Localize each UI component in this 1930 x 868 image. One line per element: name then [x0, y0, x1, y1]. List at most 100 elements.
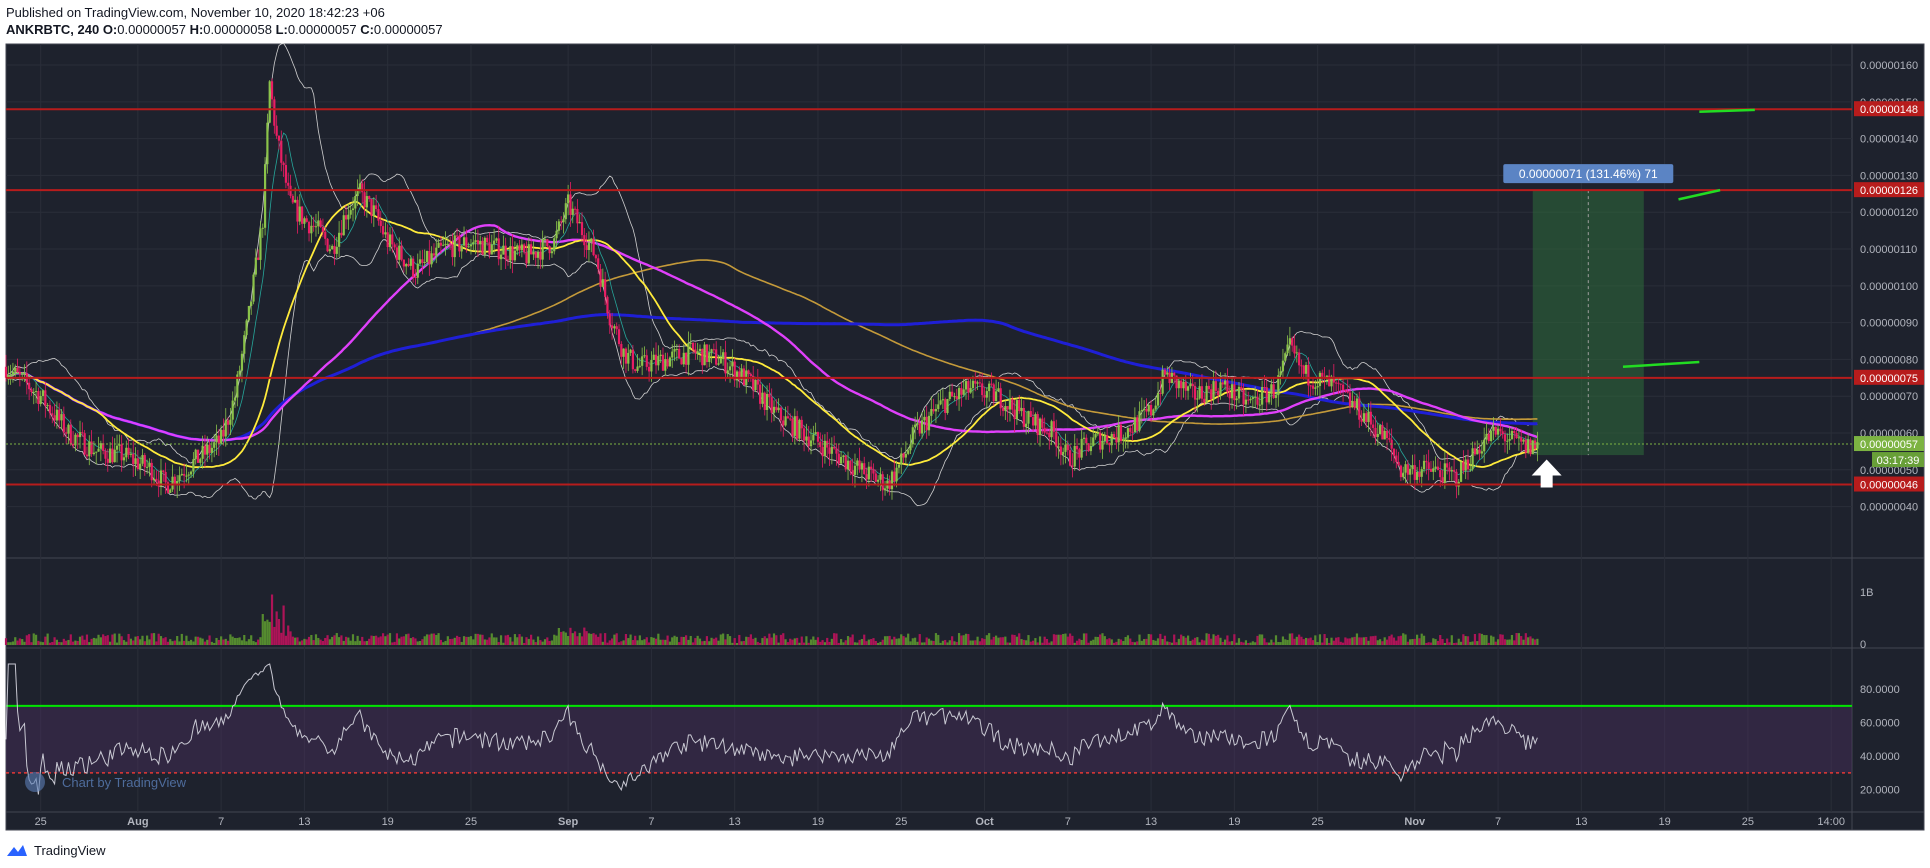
- volume-bar: [1133, 642, 1136, 645]
- volume-bar: [953, 641, 956, 645]
- candle-body: [171, 476, 174, 490]
- volume-bar: [819, 641, 822, 645]
- volume-bar: [1362, 637, 1365, 645]
- volume-bar: [46, 633, 49, 645]
- volume-bar: [925, 637, 928, 645]
- candle-body: [1524, 439, 1527, 453]
- candle-body: [81, 432, 84, 434]
- candle-body: [1075, 445, 1079, 450]
- close-value: 0.00000057: [373, 22, 443, 37]
- volume-bar: [969, 640, 972, 645]
- candle-body: [830, 446, 833, 454]
- candle-body: [194, 449, 197, 460]
- candle-body: [594, 255, 597, 259]
- volume-bar: [1457, 638, 1460, 645]
- volume-bar: [911, 638, 914, 645]
- volume-bar: [1499, 634, 1502, 645]
- volume-bar: [270, 594, 274, 645]
- volume-bar: [444, 640, 447, 645]
- volume-bar: [786, 642, 789, 645]
- volume-bar: [351, 634, 355, 645]
- candle-body: [504, 245, 507, 260]
- volume-bar: [971, 640, 975, 645]
- candle-body: [1335, 382, 1338, 384]
- volume-bar: [358, 640, 362, 645]
- candle-body: [1043, 427, 1046, 433]
- volume-bar: [1096, 636, 1099, 645]
- candle-body: [347, 214, 350, 220]
- candle-body: [1108, 442, 1111, 446]
- volume-bar: [1025, 640, 1028, 645]
- candle-body: [1087, 443, 1090, 452]
- candle-body: [1156, 392, 1160, 406]
- candle-body: [902, 453, 905, 458]
- volume-bar: [1466, 636, 1470, 645]
- candle-body: [1413, 465, 1416, 480]
- volume-bar: [1189, 640, 1192, 645]
- candle-body: [1138, 411, 1141, 431]
- volume-bar: [657, 633, 660, 645]
- candle-body: [1210, 389, 1213, 400]
- volume-bar: [1418, 638, 1421, 645]
- volume-bar: [192, 641, 195, 645]
- volume-bar: [166, 641, 170, 645]
- candle-body: [465, 237, 468, 248]
- volume-bar: [564, 632, 567, 645]
- volume-bar: [106, 635, 109, 645]
- candle-body: [525, 252, 528, 264]
- candle-body: [900, 453, 903, 465]
- candle-body: [927, 415, 931, 431]
- candle-body: [999, 388, 1002, 409]
- time-tick-label: 25: [465, 816, 477, 828]
- volume-bar: [210, 641, 213, 645]
- candle-body: [1094, 434, 1097, 438]
- time-tick-label: 7: [1065, 816, 1071, 828]
- candle-body: [425, 250, 429, 262]
- candle-body: [786, 416, 789, 419]
- candle-body: [213, 442, 216, 448]
- volume-bar: [164, 637, 167, 645]
- volume-bar: [1244, 640, 1248, 645]
- candle-body: [1015, 400, 1019, 420]
- volume-bar: [883, 636, 887, 645]
- candle-body: [1124, 437, 1127, 440]
- candle-body: [546, 239, 549, 247]
- volume-bar: [1115, 641, 1118, 645]
- volume-bar: [976, 636, 979, 645]
- volume-bar: [860, 639, 864, 645]
- volume-bar: [421, 639, 424, 645]
- candle-body: [9, 374, 12, 376]
- candle-body: [712, 349, 715, 351]
- volume-bar: [638, 635, 641, 645]
- candle-body: [604, 279, 607, 297]
- volume-bar: [1242, 642, 1245, 645]
- candle-body: [1147, 404, 1150, 412]
- volume-bar: [534, 642, 537, 645]
- volume-bar: [1027, 635, 1030, 645]
- candle-body: [557, 221, 560, 231]
- volume-bar: [1304, 637, 1308, 645]
- candle-body: [296, 199, 299, 222]
- candle-body: [132, 453, 135, 465]
- volume-bar: [268, 621, 271, 645]
- candle-body: [506, 259, 510, 261]
- volume-bar: [458, 636, 461, 645]
- volume-bar: [143, 641, 146, 645]
- candle-body: [402, 259, 405, 267]
- candle-body: [881, 474, 884, 491]
- volume-bar: [731, 642, 734, 645]
- volume-bar: [356, 635, 359, 645]
- time-tick-label: 13: [298, 816, 310, 828]
- candle-body: [502, 245, 505, 255]
- volume-bar: [904, 637, 907, 645]
- volume-bar: [97, 634, 100, 645]
- volume-bar: [696, 635, 699, 645]
- volume-bar: [530, 634, 533, 645]
- time-tick-label: 7: [648, 816, 654, 828]
- volume-bar: [294, 637, 297, 645]
- candle-body: [189, 471, 193, 475]
- rsi-tick-label: 40.0000: [1860, 751, 1900, 763]
- candle-body: [587, 242, 591, 250]
- volume-bar: [601, 641, 604, 645]
